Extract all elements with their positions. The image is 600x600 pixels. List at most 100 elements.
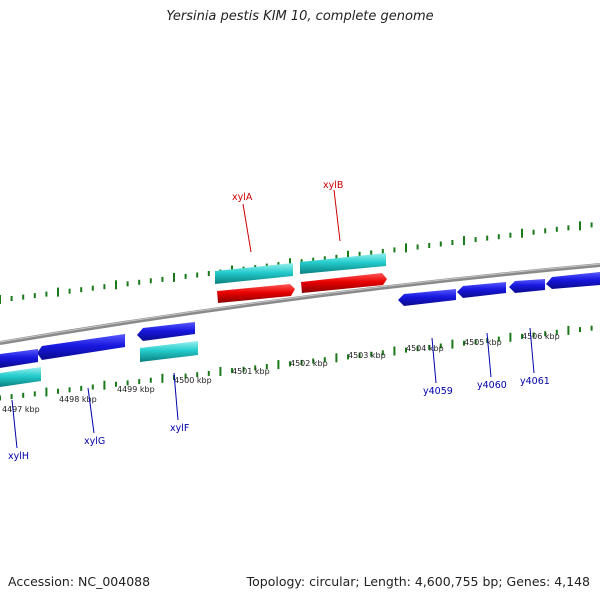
minor-tick — [532, 229, 535, 235]
scale-label: 4500 kbp — [174, 376, 212, 385]
minor-tick — [590, 325, 593, 331]
major-tick — [45, 387, 48, 397]
minor-tick — [149, 377, 152, 383]
minor-tick — [451, 240, 454, 245]
minor-tick — [207, 370, 210, 376]
minor-tick — [323, 256, 326, 262]
minor-tick — [57, 388, 59, 394]
feature-blue-y4061[interactable] — [509, 279, 545, 293]
feature-red-xylB[interactable] — [301, 273, 387, 293]
minor-tick — [138, 279, 141, 285]
scale-label: 4506 kbp — [522, 332, 560, 341]
minor-tick — [486, 235, 489, 241]
major-tick — [57, 287, 59, 297]
minor-tick — [521, 333, 523, 339]
gene-label-xylA[interactable]: xylA — [232, 192, 253, 203]
major-tick — [0, 295, 1, 304]
minor-tick — [68, 288, 71, 294]
minor-tick — [381, 248, 384, 254]
gene-label-xylH[interactable]: xylH — [8, 451, 29, 462]
minor-tick — [370, 351, 373, 357]
minor-tick — [126, 281, 129, 287]
label-leaders — [11, 189, 535, 449]
major-tick — [405, 243, 407, 253]
genome-backbone — [0, 263, 600, 345]
minor-tick — [567, 225, 570, 231]
feature-red-xylA[interactable] — [217, 284, 295, 303]
topology-label: Topology: circular; Length: 4,600,755 bp… — [246, 574, 590, 589]
minor-tick — [22, 294, 25, 300]
minor-tick — [33, 293, 36, 299]
minor-tick — [196, 372, 199, 378]
minor-tick — [544, 228, 547, 234]
minor-tick — [91, 384, 94, 390]
major-tick — [115, 280, 117, 290]
scale-label: 4504 kbp — [406, 344, 444, 353]
accession-label: Accession: NC_004088 — [8, 574, 151, 589]
gene-label-xylF[interactable]: xylF — [170, 423, 189, 434]
minor-tick — [497, 336, 500, 342]
gene-label-y4059[interactable]: y4059 — [423, 386, 453, 397]
minor-tick — [555, 226, 558, 232]
feature-track — [0, 253, 600, 387]
feature-cyan-xylB[interactable] — [300, 253, 386, 274]
minor-tick — [474, 339, 477, 345]
scale-label: 4498 kbp — [59, 395, 97, 404]
minor-tick — [428, 243, 431, 248]
minor-tick — [416, 346, 419, 352]
minor-tick — [405, 347, 407, 353]
major-tick — [579, 221, 581, 231]
minor-tick — [370, 250, 373, 256]
minor-tick — [579, 327, 581, 333]
minor-tick — [231, 368, 233, 374]
minor-tick — [323, 357, 326, 363]
minor-tick — [91, 285, 94, 291]
minor-tick — [428, 344, 431, 350]
minor-tick — [439, 343, 442, 349]
feature-cyan-xylH[interactable] — [0, 367, 41, 387]
gene-label-xylB[interactable]: xylB — [323, 180, 343, 191]
minor-tick — [358, 353, 361, 359]
feature-blue-xylH[interactable] — [0, 349, 38, 368]
gene-label-y4061[interactable]: y4061 — [520, 376, 550, 387]
feature-blue-xylG[interactable] — [37, 334, 125, 360]
scale-label: 4503 kbp — [348, 351, 386, 360]
gene-label-y4060[interactable]: y4060 — [477, 380, 507, 391]
major-tick — [463, 236, 465, 246]
minor-tick — [474, 237, 477, 243]
minor-tick — [358, 251, 361, 257]
inner-tick-ring — [0, 325, 593, 401]
scale-label: 4501 kbp — [232, 367, 270, 376]
feature-blue-right-edge[interactable] — [546, 272, 600, 289]
gene-label-xylG[interactable]: xylG — [84, 436, 105, 447]
feature-blue-y4059[interactable] — [398, 289, 456, 306]
feature-cyan-xylA[interactable] — [215, 263, 293, 284]
minor-tick — [80, 385, 83, 391]
minor-tick — [555, 329, 558, 335]
minor-tick — [196, 272, 199, 278]
major-tick — [393, 346, 396, 356]
map-title: Yersinia pestis KIM 10, complete genome — [166, 9, 434, 24]
major-tick — [451, 339, 454, 349]
minor-tick — [184, 373, 187, 379]
minor-tick — [393, 247, 396, 253]
minor-tick — [416, 244, 419, 250]
minor-tick — [544, 331, 547, 337]
feature-blue-xylF[interactable] — [137, 322, 195, 341]
minor-tick — [138, 379, 141, 385]
major-tick — [103, 380, 106, 390]
minor-tick — [0, 395, 1, 401]
minor-tick — [312, 257, 315, 263]
outer-tick-ring — [0, 221, 593, 304]
minor-tick — [265, 364, 268, 369]
major-tick — [335, 353, 338, 363]
minor-tick — [463, 340, 465, 346]
scale-label: 4505 kbp — [464, 338, 502, 347]
feature-cyan-xylF[interactable] — [140, 341, 198, 362]
minor-tick — [10, 394, 13, 400]
minor-tick — [439, 241, 442, 247]
major-tick — [277, 360, 280, 370]
feature-blue-y4060[interactable] — [457, 282, 506, 298]
minor-tick — [335, 254, 338, 260]
